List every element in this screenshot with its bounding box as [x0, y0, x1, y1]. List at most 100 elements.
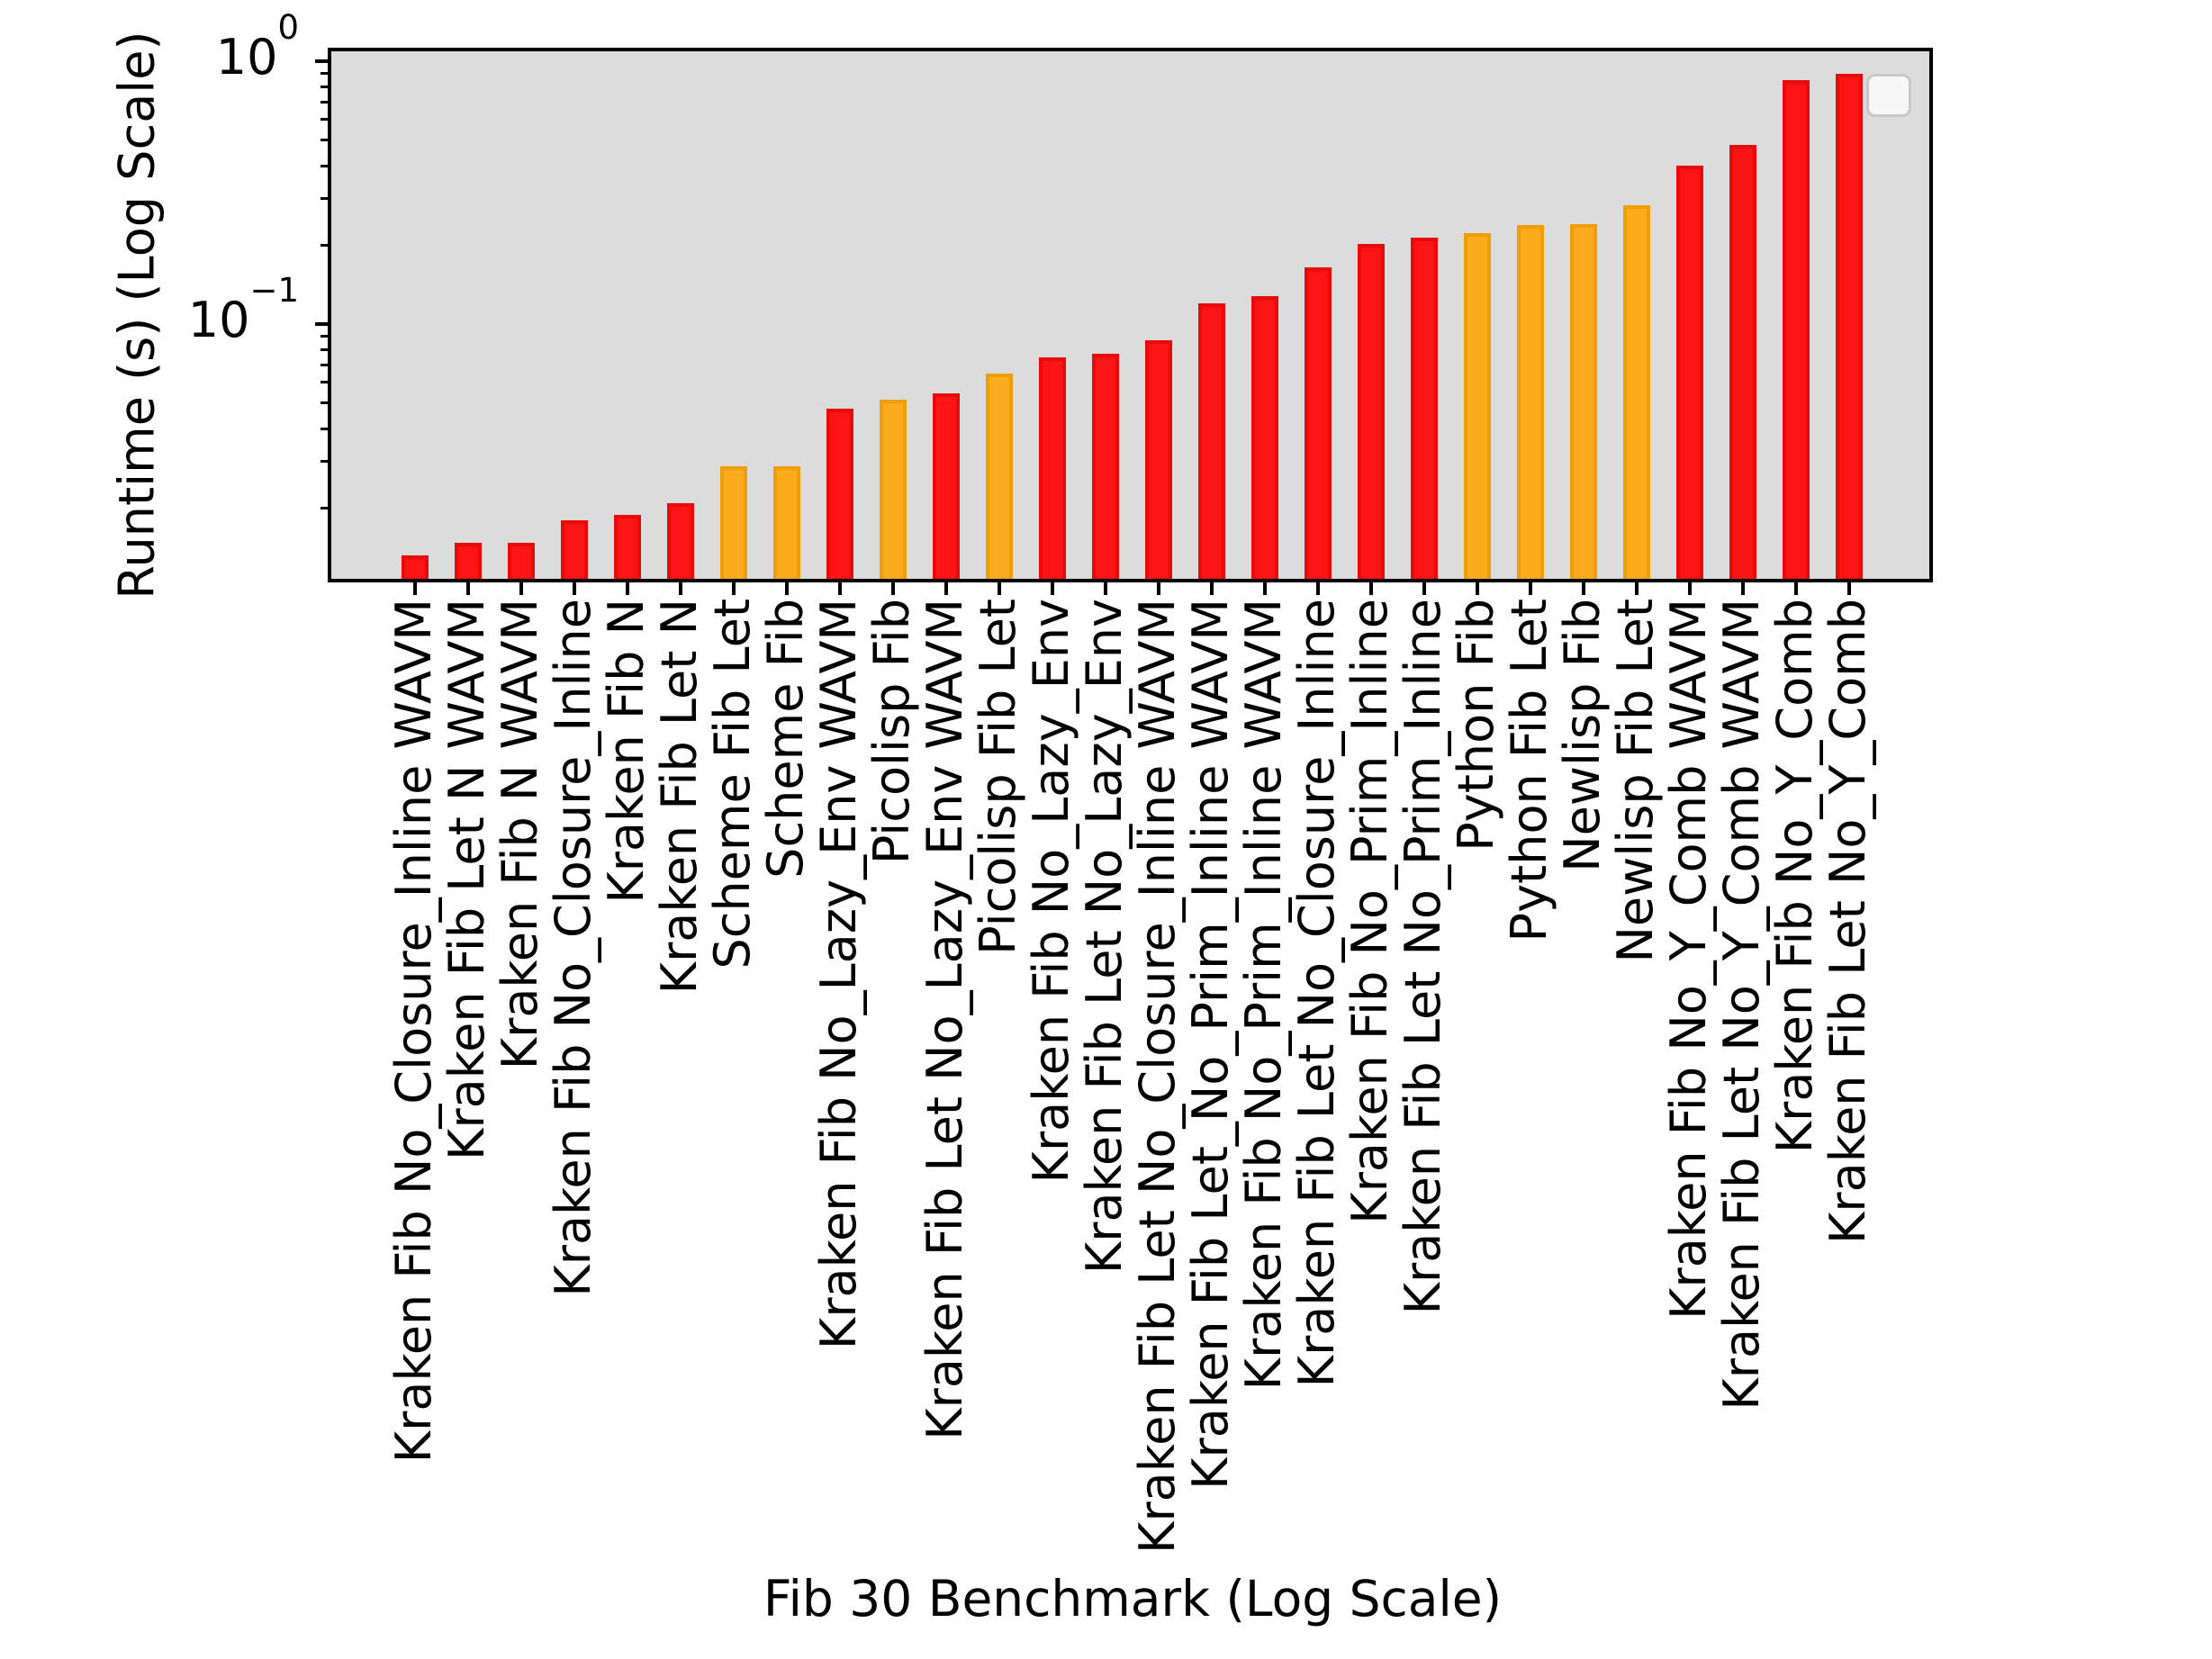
x-tick-label: Kraken Fib N	[598, 599, 655, 904]
bar	[1464, 232, 1491, 579]
y-axis-label: Runtime (s) (Log Scale)	[108, 31, 166, 600]
x-tick	[1741, 582, 1745, 595]
x-axis-label: Fib 30 Benchmark (Log Scale)	[763, 1570, 1503, 1627]
bar	[880, 399, 907, 579]
x-tick	[679, 582, 682, 595]
plot-area	[328, 48, 1933, 582]
bar	[933, 392, 960, 579]
x-tick	[891, 582, 895, 595]
y-minor-tick	[321, 381, 328, 384]
x-tick-label: Kraken Fib Let No_Y_Comb WAVM	[1713, 599, 1770, 1411]
y-minor-tick	[321, 71, 328, 75]
bar	[1358, 243, 1385, 579]
y-minor-tick	[321, 118, 328, 122]
y-tick-label: 10−1	[187, 271, 299, 348]
bar	[1623, 204, 1650, 579]
x-tick	[785, 582, 789, 595]
y-minor-tick	[321, 100, 328, 104]
x-tick	[1263, 582, 1267, 595]
x-tick-label: Kraken Fib No_Lazy_Env	[1023, 599, 1079, 1184]
x-tick-label: Kraken Fib Let No_Lazy_Env WAVM	[916, 599, 973, 1440]
y-minor-tick	[321, 460, 328, 464]
bar	[1145, 339, 1172, 579]
x-tick-label: Kraken Fib Let No_Closure_Inline WAVM	[1129, 599, 1186, 1554]
y-major-tick	[315, 59, 328, 63]
x-tick-label: Kraken Fib No_Closure_Inline WAVM	[385, 599, 442, 1464]
x-tick-label: Python Fib Let	[1501, 599, 1557, 942]
x-tick	[1582, 582, 1585, 595]
x-tick	[838, 582, 842, 595]
x-tick-label: Picolisp Fib	[863, 599, 920, 865]
y-minor-tick	[321, 427, 328, 430]
y-minor-tick	[321, 164, 328, 167]
x-tick-label: Newlisp Fib Let	[1607, 599, 1664, 963]
x-tick	[1688, 582, 1692, 595]
x-tick	[1794, 582, 1798, 595]
y-major-tick	[315, 322, 328, 326]
bar	[1251, 295, 1278, 579]
bar	[1676, 166, 1703, 579]
x-tick-label: Kraken Fib Let N	[651, 599, 708, 995]
x-tick	[944, 582, 948, 595]
x-tick-label: Picolisp Fib Let	[970, 599, 1026, 955]
bar	[667, 503, 694, 579]
y-minor-tick	[321, 363, 328, 366]
bar	[614, 514, 641, 579]
x-tick	[1316, 582, 1320, 595]
x-tick-label: Kraken Fib No_Prim_Inline	[1341, 599, 1398, 1224]
bar	[1783, 79, 1810, 579]
bar	[1411, 238, 1438, 579]
x-tick	[998, 582, 1001, 595]
bar	[1092, 353, 1119, 579]
x-tick	[466, 582, 470, 595]
x-tick	[1635, 582, 1639, 595]
y-minor-tick	[321, 197, 328, 201]
x-tick-label: Newlisp Fib	[1554, 599, 1611, 872]
bar	[1729, 145, 1756, 579]
x-tick	[519, 582, 523, 595]
x-tick-label: Kraken Fib No_Lazy_Env WAVM	[810, 599, 867, 1350]
x-tick	[732, 582, 736, 595]
bar	[1517, 225, 1544, 579]
y-minor-tick	[321, 506, 328, 509]
bar	[1570, 223, 1597, 579]
x-tick	[1476, 582, 1479, 595]
x-tick-label: Kraken Fib Let No_Y_Comb	[1819, 599, 1876, 1244]
x-tick-label: Kraken Fib Let No_Prim_Inline	[1395, 599, 1451, 1315]
x-tick-label: Kraken Fib N WAVM	[492, 599, 548, 1070]
x-tick-label: Kraken Fib Let No_Lazy_Env	[1076, 599, 1133, 1275]
bar	[826, 408, 853, 579]
y-tick-label: 100	[215, 8, 299, 86]
x-tick	[1051, 582, 1054, 595]
y-minor-tick	[321, 401, 328, 405]
x-tick-label: Kraken Fib Let N WAVM	[438, 599, 495, 1160]
y-minor-tick	[321, 139, 328, 142]
x-tick-label: Kraken Fib Let_No_Prim_Inline WAVM	[1182, 599, 1239, 1490]
bar	[986, 374, 1013, 579]
x-tick	[1210, 582, 1214, 595]
x-tick-label: Kraken Fib No_Y_Comb WAVM	[1660, 599, 1717, 1320]
y-minor-tick	[321, 347, 328, 351]
x-tick	[413, 582, 417, 595]
legend-box	[1866, 74, 1911, 117]
x-tick-label: Kraken Fib Let No_Closure_Inline	[1288, 599, 1345, 1388]
y-minor-tick	[321, 334, 328, 338]
y-minor-tick	[321, 243, 328, 247]
x-tick-label: Scheme Fib	[757, 599, 814, 879]
bar	[1198, 302, 1225, 579]
x-tick	[1369, 582, 1373, 595]
x-tick	[1104, 582, 1107, 595]
x-tick-label: Scheme Fib Let	[704, 599, 761, 969]
bar	[773, 465, 800, 579]
x-tick	[1529, 582, 1532, 595]
x-tick	[1847, 582, 1851, 595]
x-tick	[1157, 582, 1160, 595]
y-minor-tick	[321, 85, 328, 88]
bar	[1836, 74, 1863, 579]
x-tick-label: Kraken Fib No_Prim_Inline WAVM	[1235, 599, 1292, 1391]
x-tick-label: Kraken Fib No_Closure_Inline	[545, 599, 601, 1297]
bar	[455, 543, 482, 579]
x-tick	[573, 582, 576, 595]
bar	[1305, 267, 1332, 579]
